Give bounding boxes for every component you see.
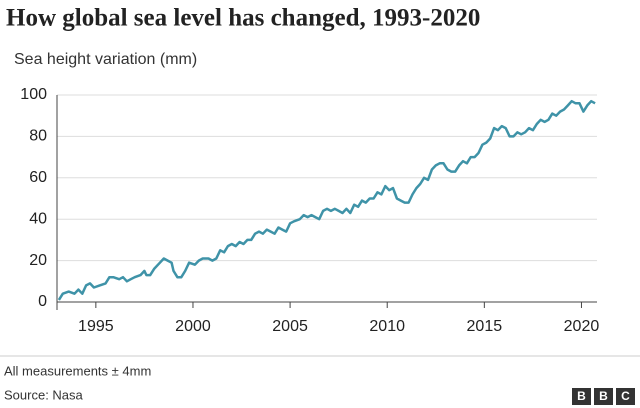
y-tick-label: 40 (29, 210, 47, 227)
y-tick-label: 100 (20, 86, 47, 103)
x-tick-label: 1995 (78, 318, 114, 335)
logo-letter: B (599, 389, 608, 403)
logo-box (616, 388, 635, 405)
x-tick-label: 2000 (175, 318, 211, 335)
y-tick-label: 20 (29, 252, 47, 269)
logo: B B C (572, 388, 635, 405)
x-tick-label: 2020 (564, 318, 600, 335)
y-tick-label: 0 (38, 293, 47, 310)
footnote: All measurements ± 4mm (4, 363, 151, 378)
logo-letter: C (621, 389, 630, 403)
source: Source: Nasa (4, 387, 84, 402)
y-axis-label: Sea height variation (mm) (14, 51, 197, 68)
x-tick-label: 2010 (369, 318, 405, 335)
logo-letter: B (577, 389, 586, 403)
y-tick-label: 80 (29, 128, 47, 145)
logo-box (594, 388, 613, 405)
x-tick-label: 2015 (467, 318, 503, 335)
y-tick-label: 60 (29, 169, 47, 186)
chart-title: How global sea level has changed, 1993-2… (6, 5, 480, 32)
logo-box (572, 388, 591, 405)
x-tick-label: 2005 (272, 318, 308, 335)
data-line (57, 99, 596, 301)
